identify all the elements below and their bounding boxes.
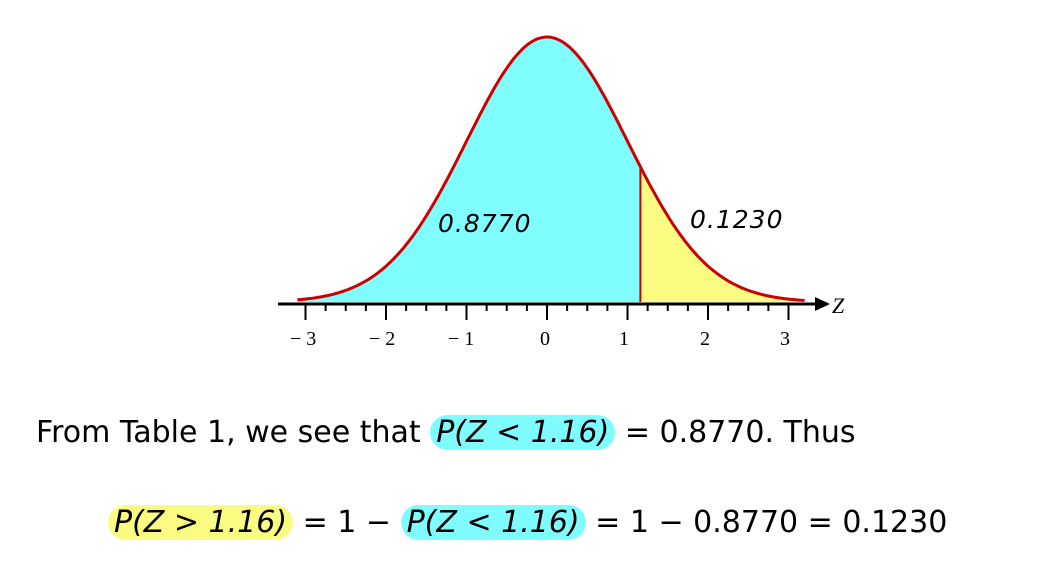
line1-suffix: = 0.8770. Thus	[615, 415, 856, 450]
axis-name-label: Z	[832, 293, 845, 318]
line1-prefix: From Table 1, we see that	[36, 415, 431, 450]
text-line-1: From Table 1, we see that P(Z < 1.16) = …	[36, 413, 856, 453]
tick-label: 0	[540, 328, 550, 350]
highlight-prob-greater: P(Z > 1.16)	[108, 505, 294, 540]
tick-label: − 1	[448, 328, 474, 350]
axis-ticks	[304, 304, 790, 320]
tick-label: 3	[780, 328, 790, 350]
left-shaded-area	[297, 37, 641, 302]
text-line-2: P(Z > 1.16) = 1 − P(Z < 1.16) = 1 − 0.87…	[108, 503, 947, 543]
tick-label: 2	[700, 328, 710, 350]
normal-density-curve	[297, 35, 805, 302]
normal-curve-figure: − 3 − 2 − 1 0 1 2 3 Z 0.8770 0.1230	[278, 35, 845, 350]
highlight-prob-less-2: P(Z < 1.16)	[400, 505, 586, 540]
line2-suffix: = 1 − 0.8770 = 0.1230	[585, 505, 948, 540]
tick-label: 1	[619, 328, 629, 350]
line2-mid: = 1 −	[293, 505, 401, 540]
right-shaded-area	[640, 166, 805, 302]
tick-label: − 3	[290, 328, 316, 350]
tick-label: − 2	[369, 328, 395, 350]
axis-arrow-icon	[815, 297, 830, 311]
highlight-prob-less: P(Z < 1.16)	[430, 415, 616, 450]
left-area-label: 0.8770	[438, 209, 531, 238]
right-area-label: 0.1230	[690, 205, 783, 234]
